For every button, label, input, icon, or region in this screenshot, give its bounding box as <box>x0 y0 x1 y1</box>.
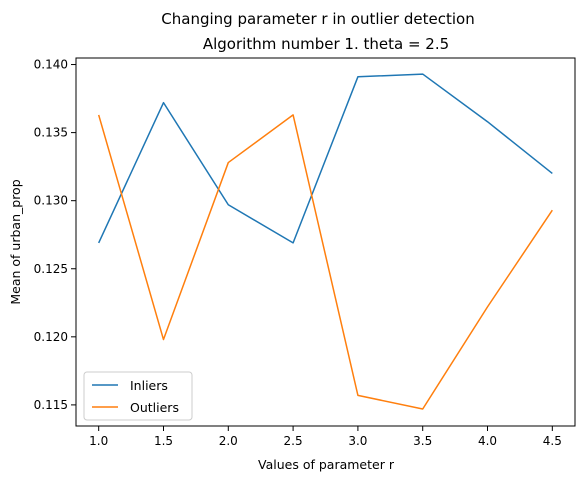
x-tick-label: 4.0 <box>478 434 497 448</box>
series-line-inliers <box>97 73 553 244</box>
x-tick-label: 2.0 <box>219 434 238 448</box>
series-line-outliers <box>97 114 553 410</box>
x-axis-ticks: 1.0 1.5 2.0 2.5 3.0 3.5 4.0 4.5 <box>89 426 562 448</box>
legend-label-inliers: Inliers <box>130 378 168 393</box>
legend-label-outliers: Outliers <box>130 400 179 415</box>
y-tick-label: 0.115 <box>34 398 68 412</box>
y-tick-label: 0.120 <box>34 330 68 344</box>
x-axis-label: Values of parameter r <box>258 457 395 472</box>
legend-box <box>83 371 193 421</box>
x-tick-label: 3.5 <box>413 434 432 448</box>
chart-suptitle: Changing parameter r in outlier detectio… <box>161 10 474 28</box>
y-tick-label: 0.125 <box>34 262 68 276</box>
x-tick-label: 3.0 <box>348 434 367 448</box>
x-tick-label: 1.5 <box>154 434 173 448</box>
x-tick-label: 4.5 <box>543 434 562 448</box>
y-axis-ticks: 0.115 0.120 0.125 0.130 0.135 0.140 <box>34 58 76 412</box>
legend: Inliers Outliers <box>83 371 193 421</box>
y-tick-label: 0.130 <box>34 194 68 208</box>
y-tick-label: 0.135 <box>34 126 68 140</box>
y-tick-label: 0.140 <box>34 58 68 72</box>
series-lines <box>97 73 553 410</box>
chart-title: Algorithm number 1. theta = 2.5 <box>203 35 449 53</box>
x-tick-label: 1.0 <box>89 434 108 448</box>
plot-frame <box>75 57 576 427</box>
x-tick-label: 2.5 <box>284 434 303 448</box>
y-axis-label: Mean of urban_prop <box>8 179 23 304</box>
